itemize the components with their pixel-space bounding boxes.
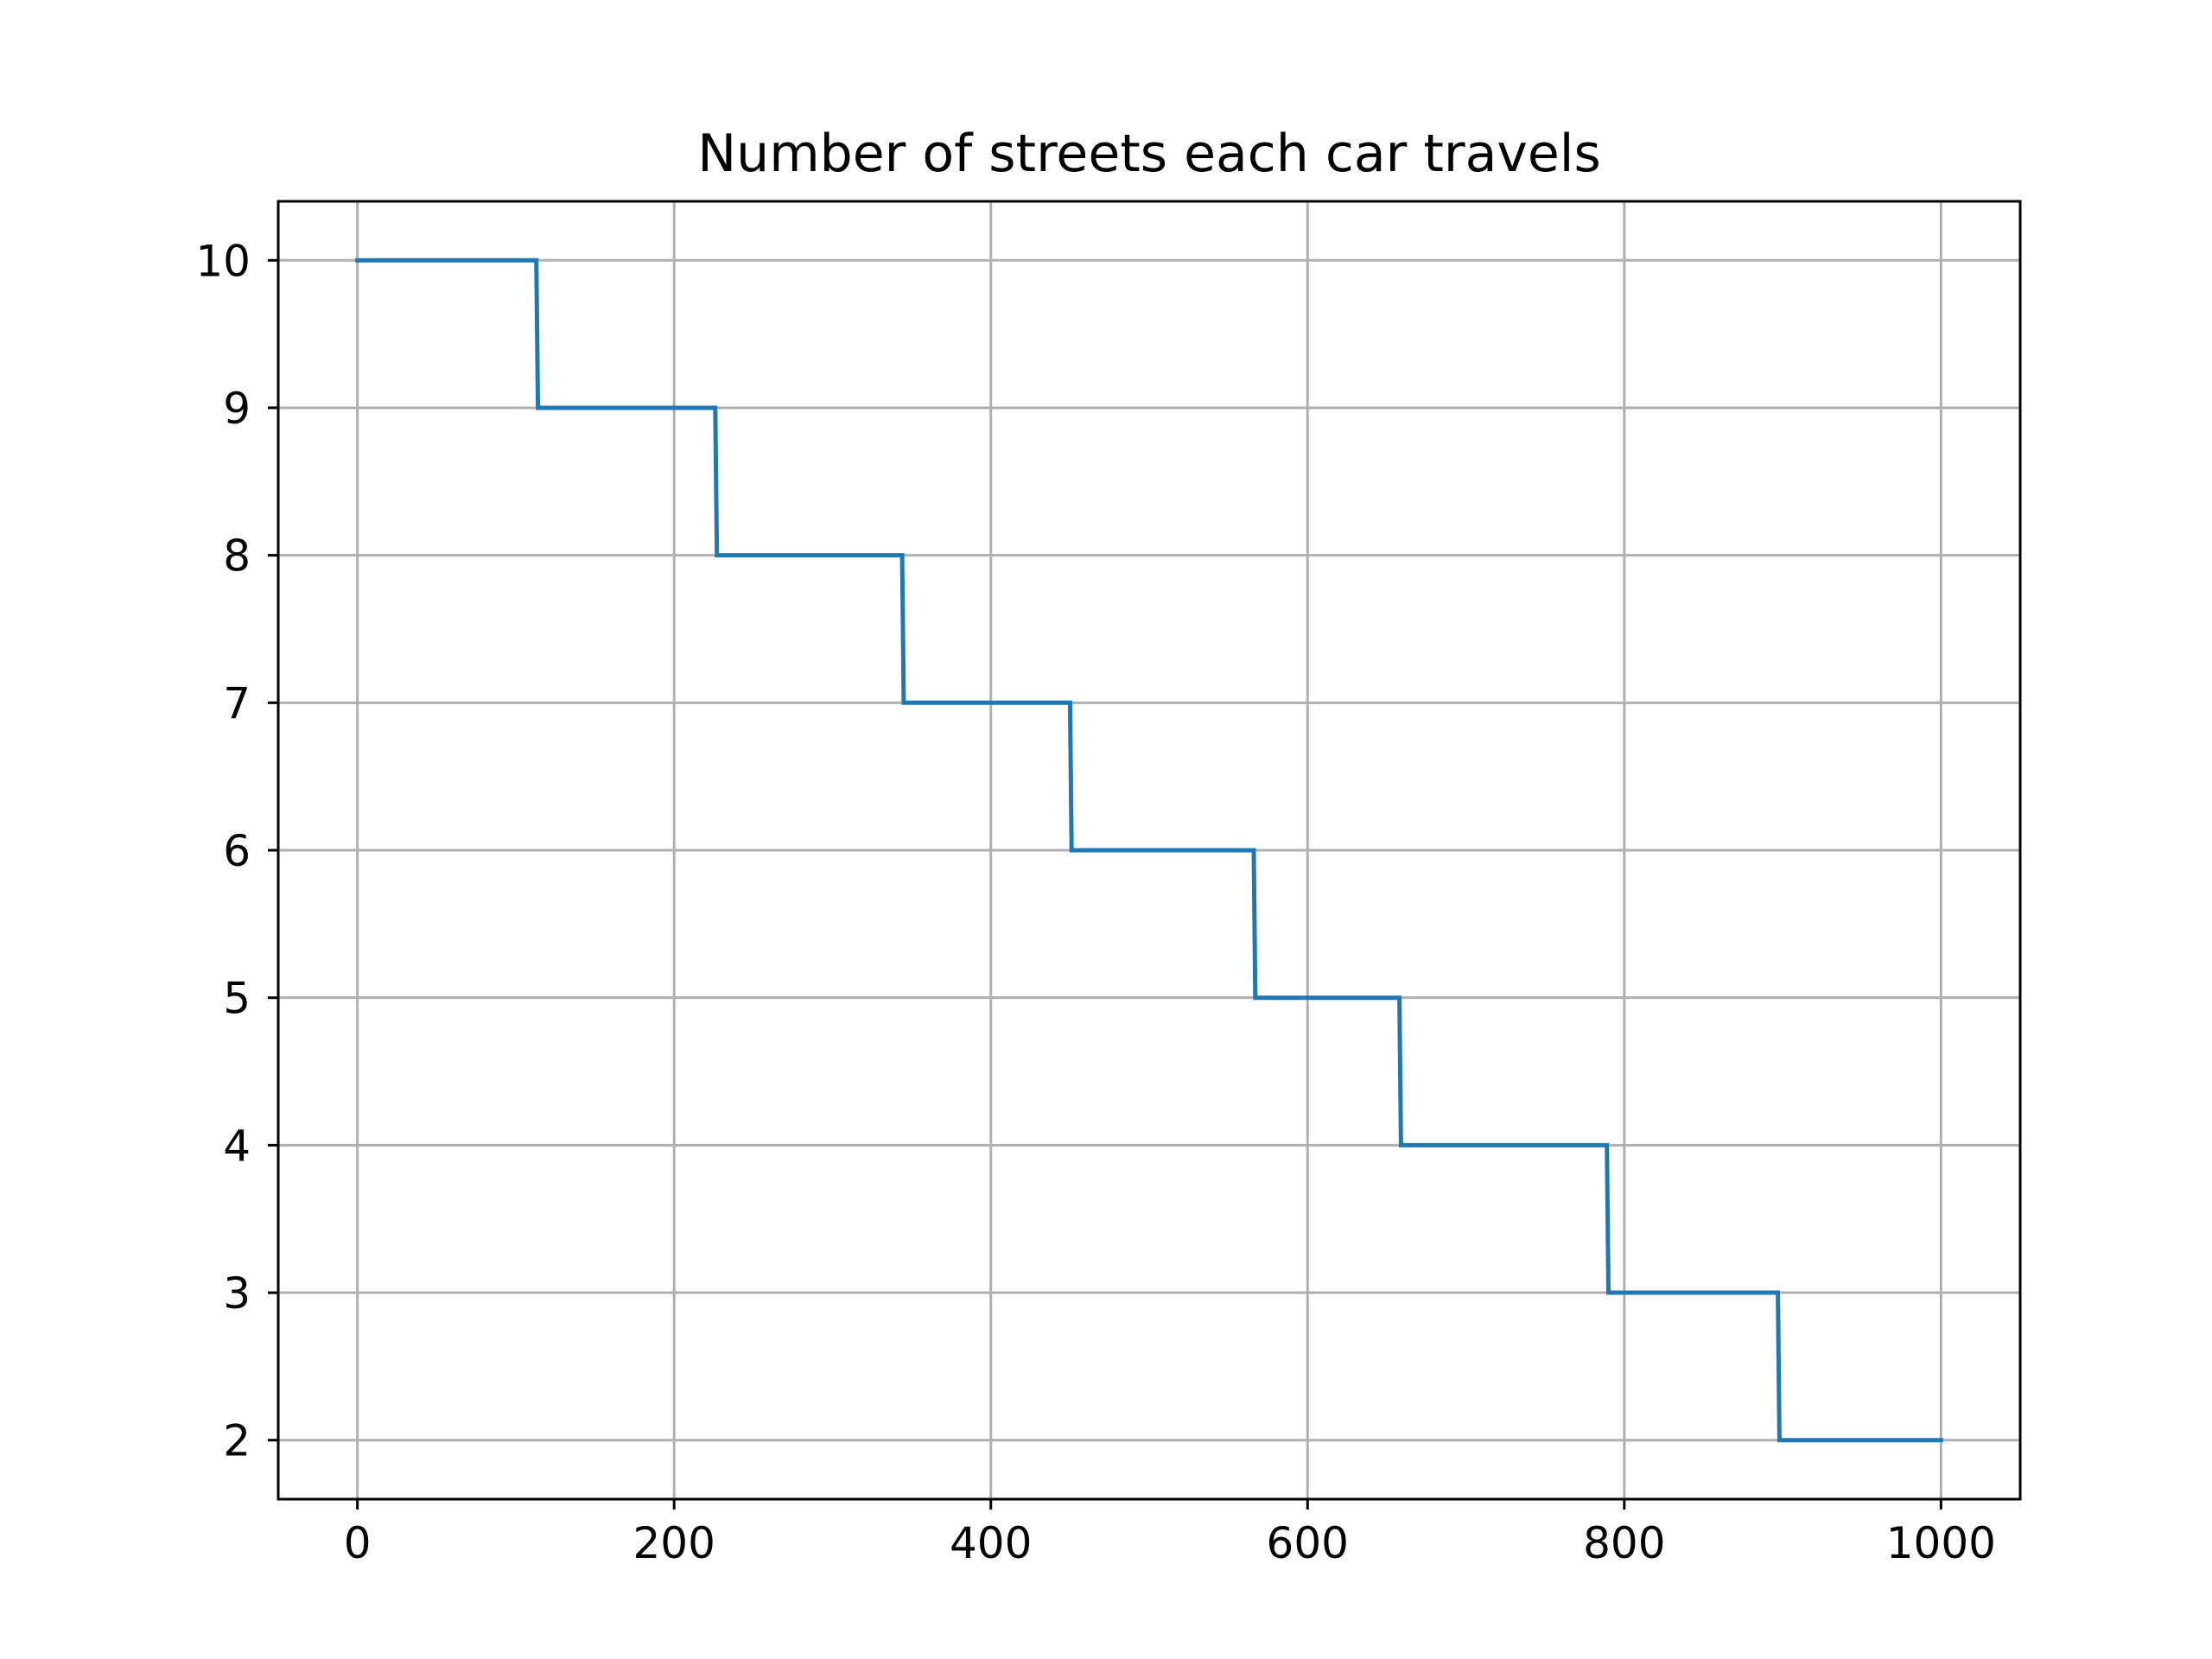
ticks: 0 200 400 600 800 1000 2 3 4 5 6 7 8 9 10 — [195, 236, 1996, 1568]
y-tick-label: 8 — [223, 531, 251, 582]
y-tick-label: 6 — [223, 826, 251, 876]
x-tick-label: 800 — [1583, 1518, 1665, 1568]
x-tick-label: 1000 — [1886, 1518, 1996, 1568]
series-layer — [355, 257, 1943, 1443]
y-tick-label: 9 — [223, 384, 251, 434]
y-tick-label: 2 — [223, 1416, 251, 1466]
series-line — [355, 257, 1943, 1443]
y-tick-label: 4 — [223, 1121, 251, 1171]
y-tick-label: 10 — [195, 236, 251, 286]
x-tick-label: 600 — [1267, 1518, 1349, 1568]
x-tick-label: 0 — [344, 1518, 372, 1568]
chart-title: Number of streets each car travels — [697, 124, 1600, 184]
y-tick-label: 3 — [223, 1268, 251, 1319]
y-tick-label: 7 — [223, 678, 251, 728]
grid — [278, 201, 2020, 1499]
x-tick-label: 400 — [950, 1518, 1032, 1568]
y-tick-label: 5 — [223, 974, 251, 1024]
x-tick-label: 200 — [632, 1518, 715, 1568]
